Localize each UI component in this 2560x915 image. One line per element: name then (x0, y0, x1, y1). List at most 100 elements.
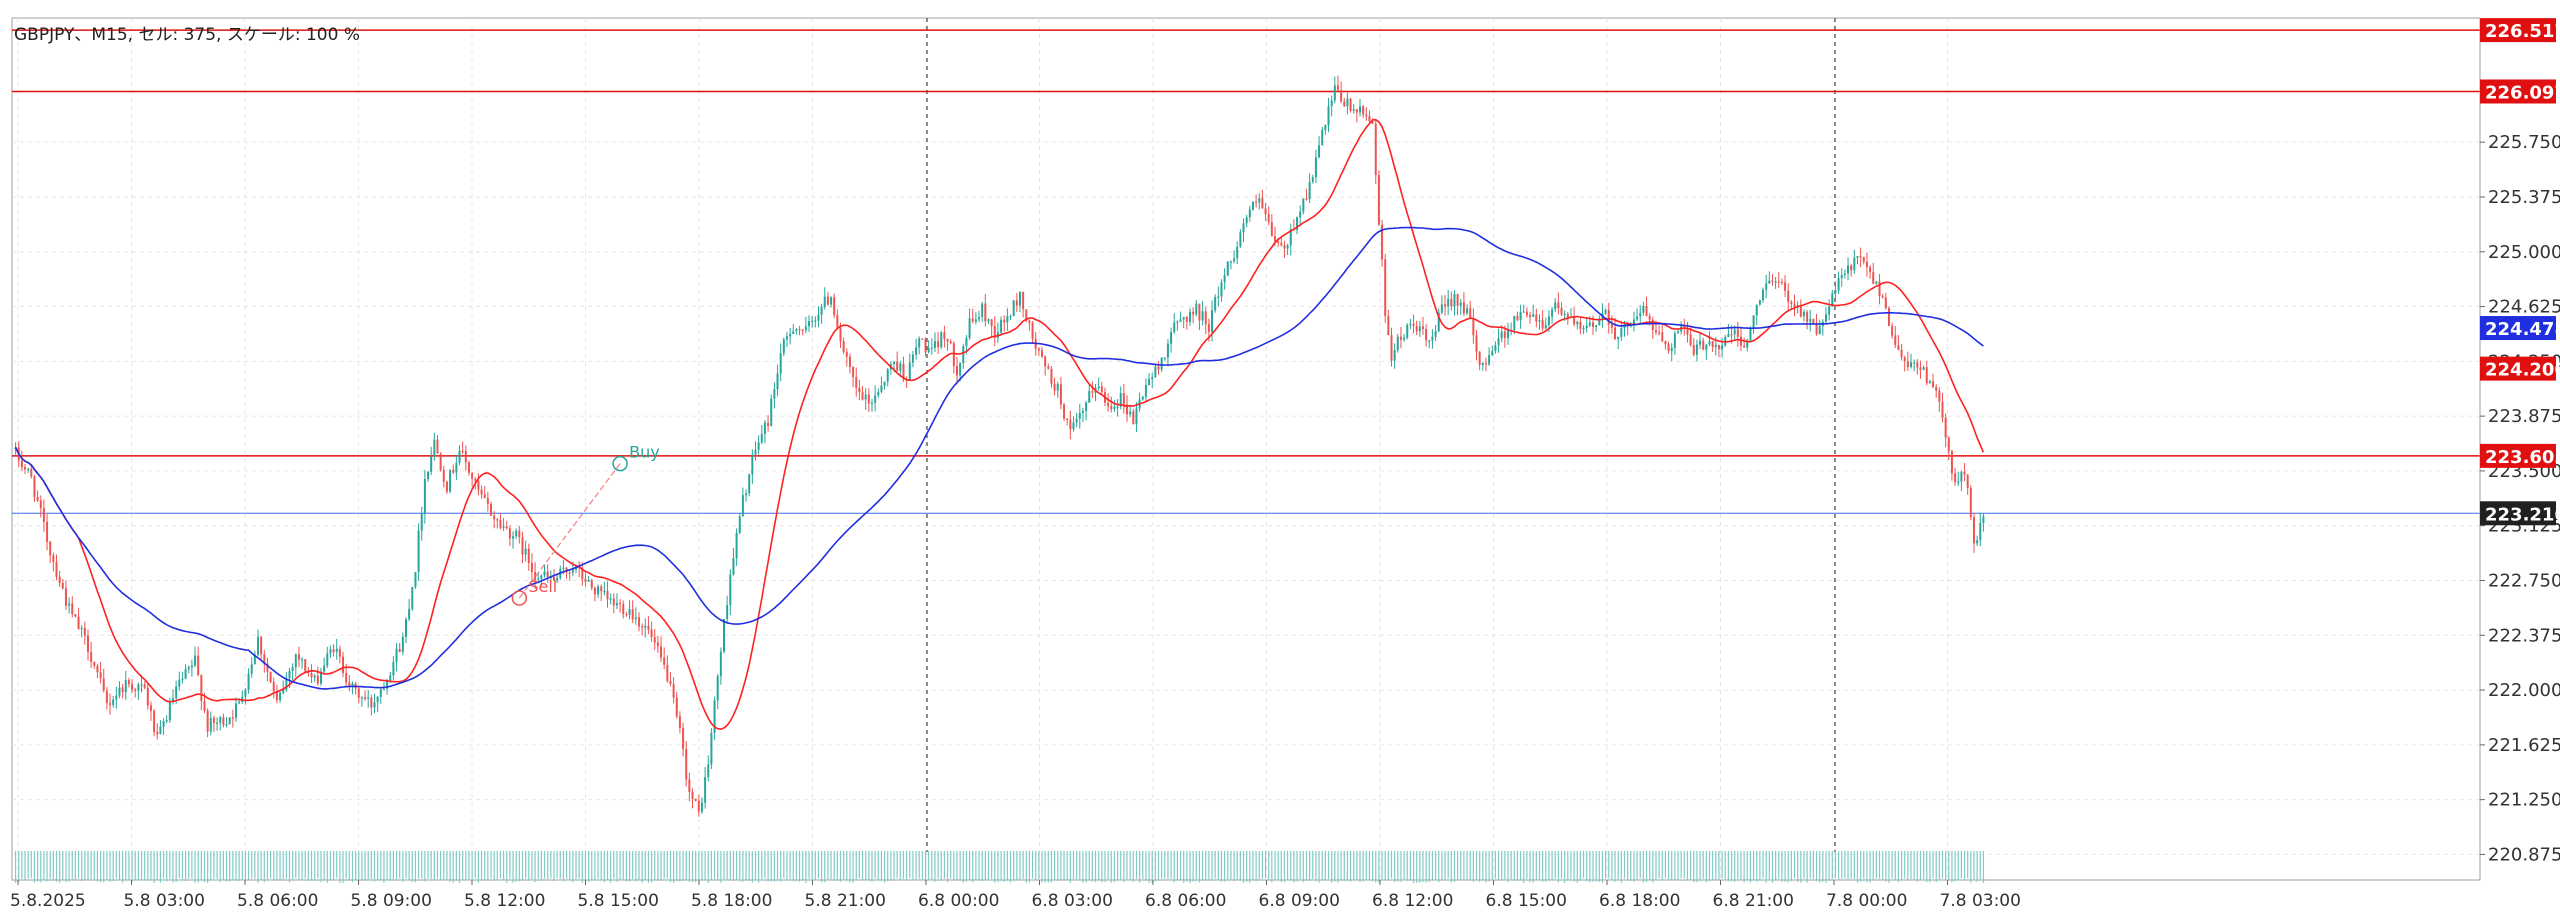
candle-body (993, 326, 996, 338)
candle-body (1220, 282, 1223, 297)
time-tick-label: 5.8 12:00 (464, 891, 545, 911)
candle-body (1340, 90, 1343, 102)
candle-body (64, 588, 67, 606)
price-tag-box (2480, 443, 2556, 468)
candle-body (508, 528, 511, 539)
candle-body (1163, 357, 1166, 359)
candle-body (1919, 367, 1922, 370)
candle-body (153, 710, 156, 733)
candle-body (1686, 328, 1689, 335)
candle-body (1425, 329, 1428, 341)
candle-body (1573, 316, 1576, 325)
candle-body (666, 664, 669, 681)
candle-body (181, 678, 184, 680)
candle-body (1063, 404, 1066, 419)
candle-body (1711, 341, 1714, 347)
volume-histogram (14, 851, 1985, 883)
candle-body (921, 338, 924, 340)
candle-body (1434, 331, 1437, 337)
candle-body (839, 327, 842, 342)
candle-body (1012, 300, 1015, 317)
candle-body (833, 297, 836, 316)
candle-body (1324, 125, 1327, 131)
candle-body (1075, 418, 1078, 423)
candle-body (1018, 291, 1021, 306)
candle-body (244, 689, 247, 697)
candle-body (952, 343, 955, 366)
candle-body (1255, 201, 1258, 203)
candle-body (959, 362, 962, 376)
candle-body (937, 341, 940, 348)
candle-body (534, 572, 537, 580)
candle-body (1453, 294, 1456, 307)
candle-body (389, 675, 392, 681)
candle-body (197, 655, 200, 676)
candle-body (250, 664, 253, 674)
candle-body (1721, 345, 1724, 350)
candle-body (940, 332, 943, 348)
candle-body (118, 687, 121, 696)
candle-body (1746, 339, 1749, 348)
candle-body (168, 701, 171, 721)
candle-body (1387, 316, 1390, 336)
candle-body (949, 341, 952, 344)
candle-body (1122, 393, 1125, 405)
gridlines (12, 18, 2480, 880)
candle-body (1346, 98, 1349, 107)
time-tick-label: 6.8 21:00 (1713, 891, 1794, 911)
candle-body (184, 669, 187, 679)
candle-body (1906, 361, 1909, 367)
candle-body (798, 329, 801, 331)
candle-body (603, 590, 606, 593)
candle-body (310, 673, 313, 678)
candle-body (773, 389, 776, 399)
chart-plot-area[interactable] (11, 17, 2481, 881)
candle-body (178, 679, 181, 687)
candle-body (1214, 297, 1217, 311)
candle-body (1428, 340, 1431, 342)
candle-body (1566, 313, 1569, 318)
candle-body (902, 363, 905, 380)
trade-marker-icon (511, 590, 528, 606)
candle-body (801, 329, 804, 331)
candle-body (1925, 367, 1928, 384)
trade-marker-label: Buy (629, 443, 660, 462)
candle-body (99, 672, 102, 679)
candle-body (464, 450, 467, 463)
candle-body (452, 469, 455, 473)
candle-body (420, 513, 423, 531)
candle-body (1185, 317, 1188, 322)
horizontal-levels[interactable] (12, 29, 2480, 514)
candle-body (505, 526, 508, 529)
candle-body (647, 625, 650, 630)
candle-body (275, 691, 278, 701)
candle-body (1494, 345, 1497, 351)
price-tag-box (2480, 18, 2556, 43)
candle-body (80, 627, 83, 630)
candle-body (660, 646, 663, 658)
candle-body (96, 665, 99, 673)
candle-body (1689, 334, 1692, 346)
candle-body (1834, 290, 1837, 294)
time-axis[interactable]: 5.8.2025 5.8 03:00 5.8 06:00 5.8 09:00 5.8 1… (10, 880, 2021, 911)
candle-body (628, 609, 631, 615)
candle-body (445, 481, 448, 492)
candle-body (1497, 338, 1500, 346)
candle-body (814, 320, 817, 322)
candle-body (288, 670, 291, 679)
trade-markers[interactable]: Sell Buy (511, 443, 660, 606)
candle-body (326, 653, 329, 666)
candle-body (946, 338, 949, 342)
price-tag-label: 226.097 (2485, 82, 2560, 103)
candle-body (338, 648, 341, 657)
candle-body (609, 598, 612, 600)
candle-body (1957, 481, 1960, 483)
candle-body (1503, 331, 1506, 339)
candle-body (127, 680, 130, 685)
candle-body (1003, 319, 1006, 323)
candle-body (590, 580, 593, 588)
candle-body (518, 530, 521, 538)
candle-body (770, 398, 773, 426)
